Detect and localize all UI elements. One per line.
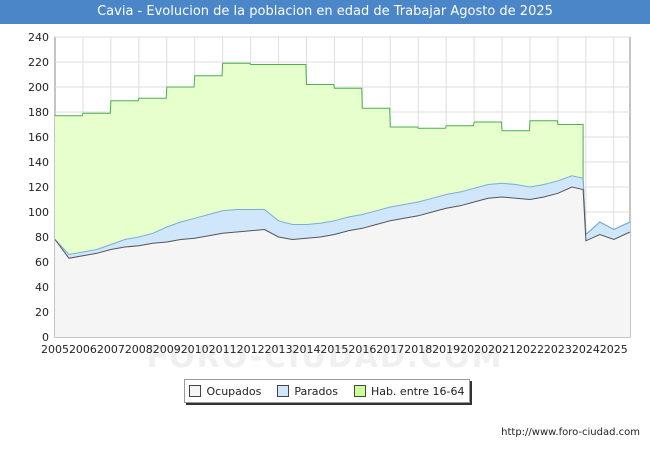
area-ocupados	[55, 187, 630, 337]
series-lines	[54, 62, 631, 259]
line-parados	[54, 175, 631, 256]
x-tick-2017: 2017	[376, 343, 404, 356]
x-tick-2008: 2008	[125, 343, 153, 356]
legend-label-hab: Hab. entre 16-64	[370, 384, 465, 398]
x-axis: 2005 2006 2007 2008 2009 2010 2011 2012 2013 2014…	[41, 343, 628, 356]
legend-item-ocupados: Ocupados	[189, 385, 261, 398]
y-tick-220: 220	[28, 56, 49, 69]
y-tick-180: 180	[28, 106, 49, 119]
legend-label-parados: Parados	[294, 384, 338, 398]
x-tick-2025: 2025	[600, 343, 628, 356]
x-tick-2020: 2020	[460, 343, 488, 356]
y-tick-0: 0	[42, 331, 49, 344]
x-tick-2022: 2022	[516, 343, 544, 356]
legend-swatch-hab	[353, 385, 366, 397]
legend-item-parados: Parados	[277, 385, 338, 398]
y-tick-120: 120	[28, 181, 49, 194]
legend: Ocupados Parados Hab. entre 16-64	[184, 379, 470, 403]
y-tick-140: 140	[28, 156, 49, 169]
y-tick-240: 240	[28, 31, 49, 44]
x-tick-2015: 2015	[320, 343, 348, 356]
y-tick-200: 200	[28, 81, 49, 94]
x-tick-2007: 2007	[97, 343, 125, 356]
y-tick-60: 60	[35, 256, 49, 269]
x-tick-2018: 2018	[404, 343, 432, 356]
x-tick-2021: 2021	[488, 343, 516, 356]
x-tick-2005: 2005	[41, 343, 69, 356]
x-tick-2009: 2009	[153, 343, 181, 356]
x-tick-2016: 2016	[348, 343, 376, 356]
line-ocupados	[54, 186, 631, 259]
x-tick-2019: 2019	[432, 343, 460, 356]
line-hab	[55, 62, 631, 236]
x-tick-2006: 2006	[69, 343, 97, 356]
legend-item-hab: Hab. entre 16-64	[353, 384, 465, 398]
legend-swatch-ocupados	[189, 385, 202, 397]
series-areas	[55, 63, 630, 338]
x-tick-2014: 2014	[292, 343, 320, 356]
x-tick-2023: 2023	[544, 343, 572, 356]
legend-label-ocupados: Ocupados	[206, 384, 262, 398]
x-tick-2011: 2011	[209, 343, 237, 356]
source-link[interactable]: http://www.foro-ciudad.com	[501, 427, 640, 438]
x-tick-2010: 2010	[181, 343, 209, 356]
y-axis: 0 20 40 60 80 100 120 140 160 180 200 220 240	[28, 31, 49, 344]
x-tick-2024: 2024	[572, 343, 600, 356]
y-tick-40: 40	[35, 281, 49, 294]
y-tick-80: 80	[35, 231, 49, 244]
x-tick-2013: 2013	[265, 343, 293, 356]
x-tick-2012: 2012	[237, 343, 265, 356]
y-tick-160: 160	[28, 131, 49, 144]
y-tick-20: 20	[35, 306, 49, 319]
watermark-text: FORO-CIUDAD.COM	[146, 340, 504, 375]
chart-title: Cavia - Evolucion de la poblacion en eda…	[0, 0, 650, 24]
y-tick-100: 100	[28, 206, 49, 219]
legend-swatch-parados	[277, 385, 290, 397]
